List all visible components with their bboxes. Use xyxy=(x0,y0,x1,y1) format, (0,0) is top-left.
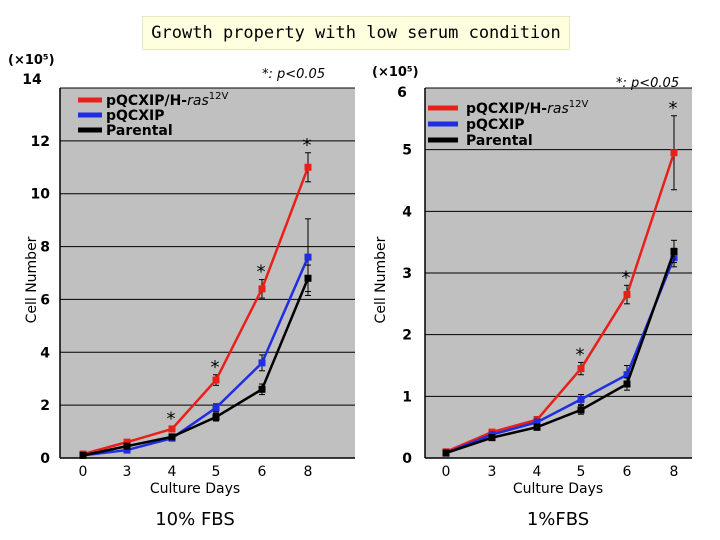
y-tick-label: 14 xyxy=(22,72,42,88)
y-multiplier: (×10⁵) xyxy=(372,65,419,80)
y-tick-label: 4 xyxy=(402,204,412,220)
y-tick-label: 4 xyxy=(40,345,50,361)
data-point xyxy=(168,433,176,441)
series-parental xyxy=(442,239,678,457)
data-point xyxy=(577,395,585,403)
series-line xyxy=(445,250,676,455)
significance-marker: * xyxy=(622,267,631,288)
y-tick-label: 3 xyxy=(402,266,412,282)
significance-marker: * xyxy=(576,344,585,365)
x-tick-label: 5 xyxy=(212,464,221,480)
data-point xyxy=(623,380,631,388)
data-point xyxy=(304,163,312,171)
y-tick-label: 6 xyxy=(40,292,50,308)
data-point xyxy=(212,376,220,384)
legend-entry: Parental xyxy=(106,123,173,139)
x-tick-label: 8 xyxy=(670,464,679,480)
series-parental xyxy=(79,264,312,459)
significance-marker: * xyxy=(211,357,220,378)
data-point xyxy=(488,434,496,442)
x-tick-label: 0 xyxy=(79,464,88,480)
legend-entry: pQCXIP/H-ras12V xyxy=(466,99,588,117)
data-point xyxy=(533,423,541,431)
y-tick-label: 5 xyxy=(402,143,412,159)
legend-entry: pQCXIP/H-ras12V xyxy=(106,91,228,109)
x-axis-label: Culture Days xyxy=(150,481,240,497)
x-tick-label: 8 xyxy=(304,464,313,480)
x-tick-label: 4 xyxy=(168,464,177,480)
significance-note: *: p<0.05 xyxy=(616,76,679,91)
x-tick-label: 0 xyxy=(442,464,451,480)
y-tick-label: 1 xyxy=(402,389,412,405)
data-point xyxy=(123,442,131,450)
data-point xyxy=(623,371,631,379)
y-tick-label: 0 xyxy=(40,451,50,467)
data-point xyxy=(212,413,220,421)
y-tick-label: 0 xyxy=(402,451,412,467)
x-tick-label: 3 xyxy=(123,464,132,480)
data-point xyxy=(79,451,87,459)
y-tick-label: 6 xyxy=(397,85,407,101)
x-tick-label: 6 xyxy=(623,464,632,480)
chart-panel-2: 0 1 2 3 4 5 6 (×10⁵) 0 3 4 5 6 8 Cell Number Culture Da… xyxy=(372,65,692,530)
significance-marker: * xyxy=(669,98,678,119)
y-tick-label: 12 xyxy=(31,134,50,150)
data-point xyxy=(670,247,678,255)
data-point xyxy=(533,418,541,426)
data-point xyxy=(577,365,585,373)
y-tick-label: 10 xyxy=(31,187,51,203)
y-tick-label: 8 xyxy=(40,240,50,256)
data-point xyxy=(442,449,450,457)
x-tick-label: 6 xyxy=(258,464,267,480)
series-line xyxy=(445,257,676,455)
data-point xyxy=(623,291,631,299)
y-tick-label: 2 xyxy=(40,398,50,414)
data-point xyxy=(258,285,266,293)
legend-entry: Parental xyxy=(466,133,533,149)
x-tick-label: 4 xyxy=(533,464,542,480)
significance-marker: * xyxy=(167,408,176,429)
legend-entry: pQCXIP xyxy=(466,117,524,133)
y-tick-label: 2 xyxy=(402,328,412,344)
significance-marker: * xyxy=(257,262,266,283)
y-axis-label: Cell Number xyxy=(24,236,40,323)
data-point xyxy=(123,438,131,446)
data-point xyxy=(258,359,266,367)
legend-entry: pQCXIP xyxy=(106,108,164,124)
data-point xyxy=(304,274,312,282)
panel-label: 1%FBS xyxy=(527,509,589,530)
data-point xyxy=(304,253,312,261)
x-tick-label: 3 xyxy=(488,464,497,480)
series-line xyxy=(82,277,310,457)
series-line xyxy=(445,152,676,453)
significance-marker: * xyxy=(303,135,312,156)
data-point xyxy=(168,425,176,433)
chart-title: Growth property with low serum condition xyxy=(142,16,570,50)
significance-note: *: p<0.05 xyxy=(262,67,325,82)
data-point xyxy=(258,385,266,393)
plot-area xyxy=(60,88,355,458)
data-point xyxy=(670,149,678,157)
y-multiplier: (×10⁵) xyxy=(8,53,55,68)
x-axis-label: Culture Days xyxy=(513,481,603,497)
panel-label: 10% FBS xyxy=(155,509,235,530)
y-axis-label: Cell Number xyxy=(373,236,389,323)
series-line xyxy=(82,166,310,456)
x-tick-label: 5 xyxy=(577,464,586,480)
data-point xyxy=(212,404,220,412)
data-point xyxy=(123,446,131,454)
series-line xyxy=(82,256,310,457)
data-point xyxy=(577,406,585,414)
